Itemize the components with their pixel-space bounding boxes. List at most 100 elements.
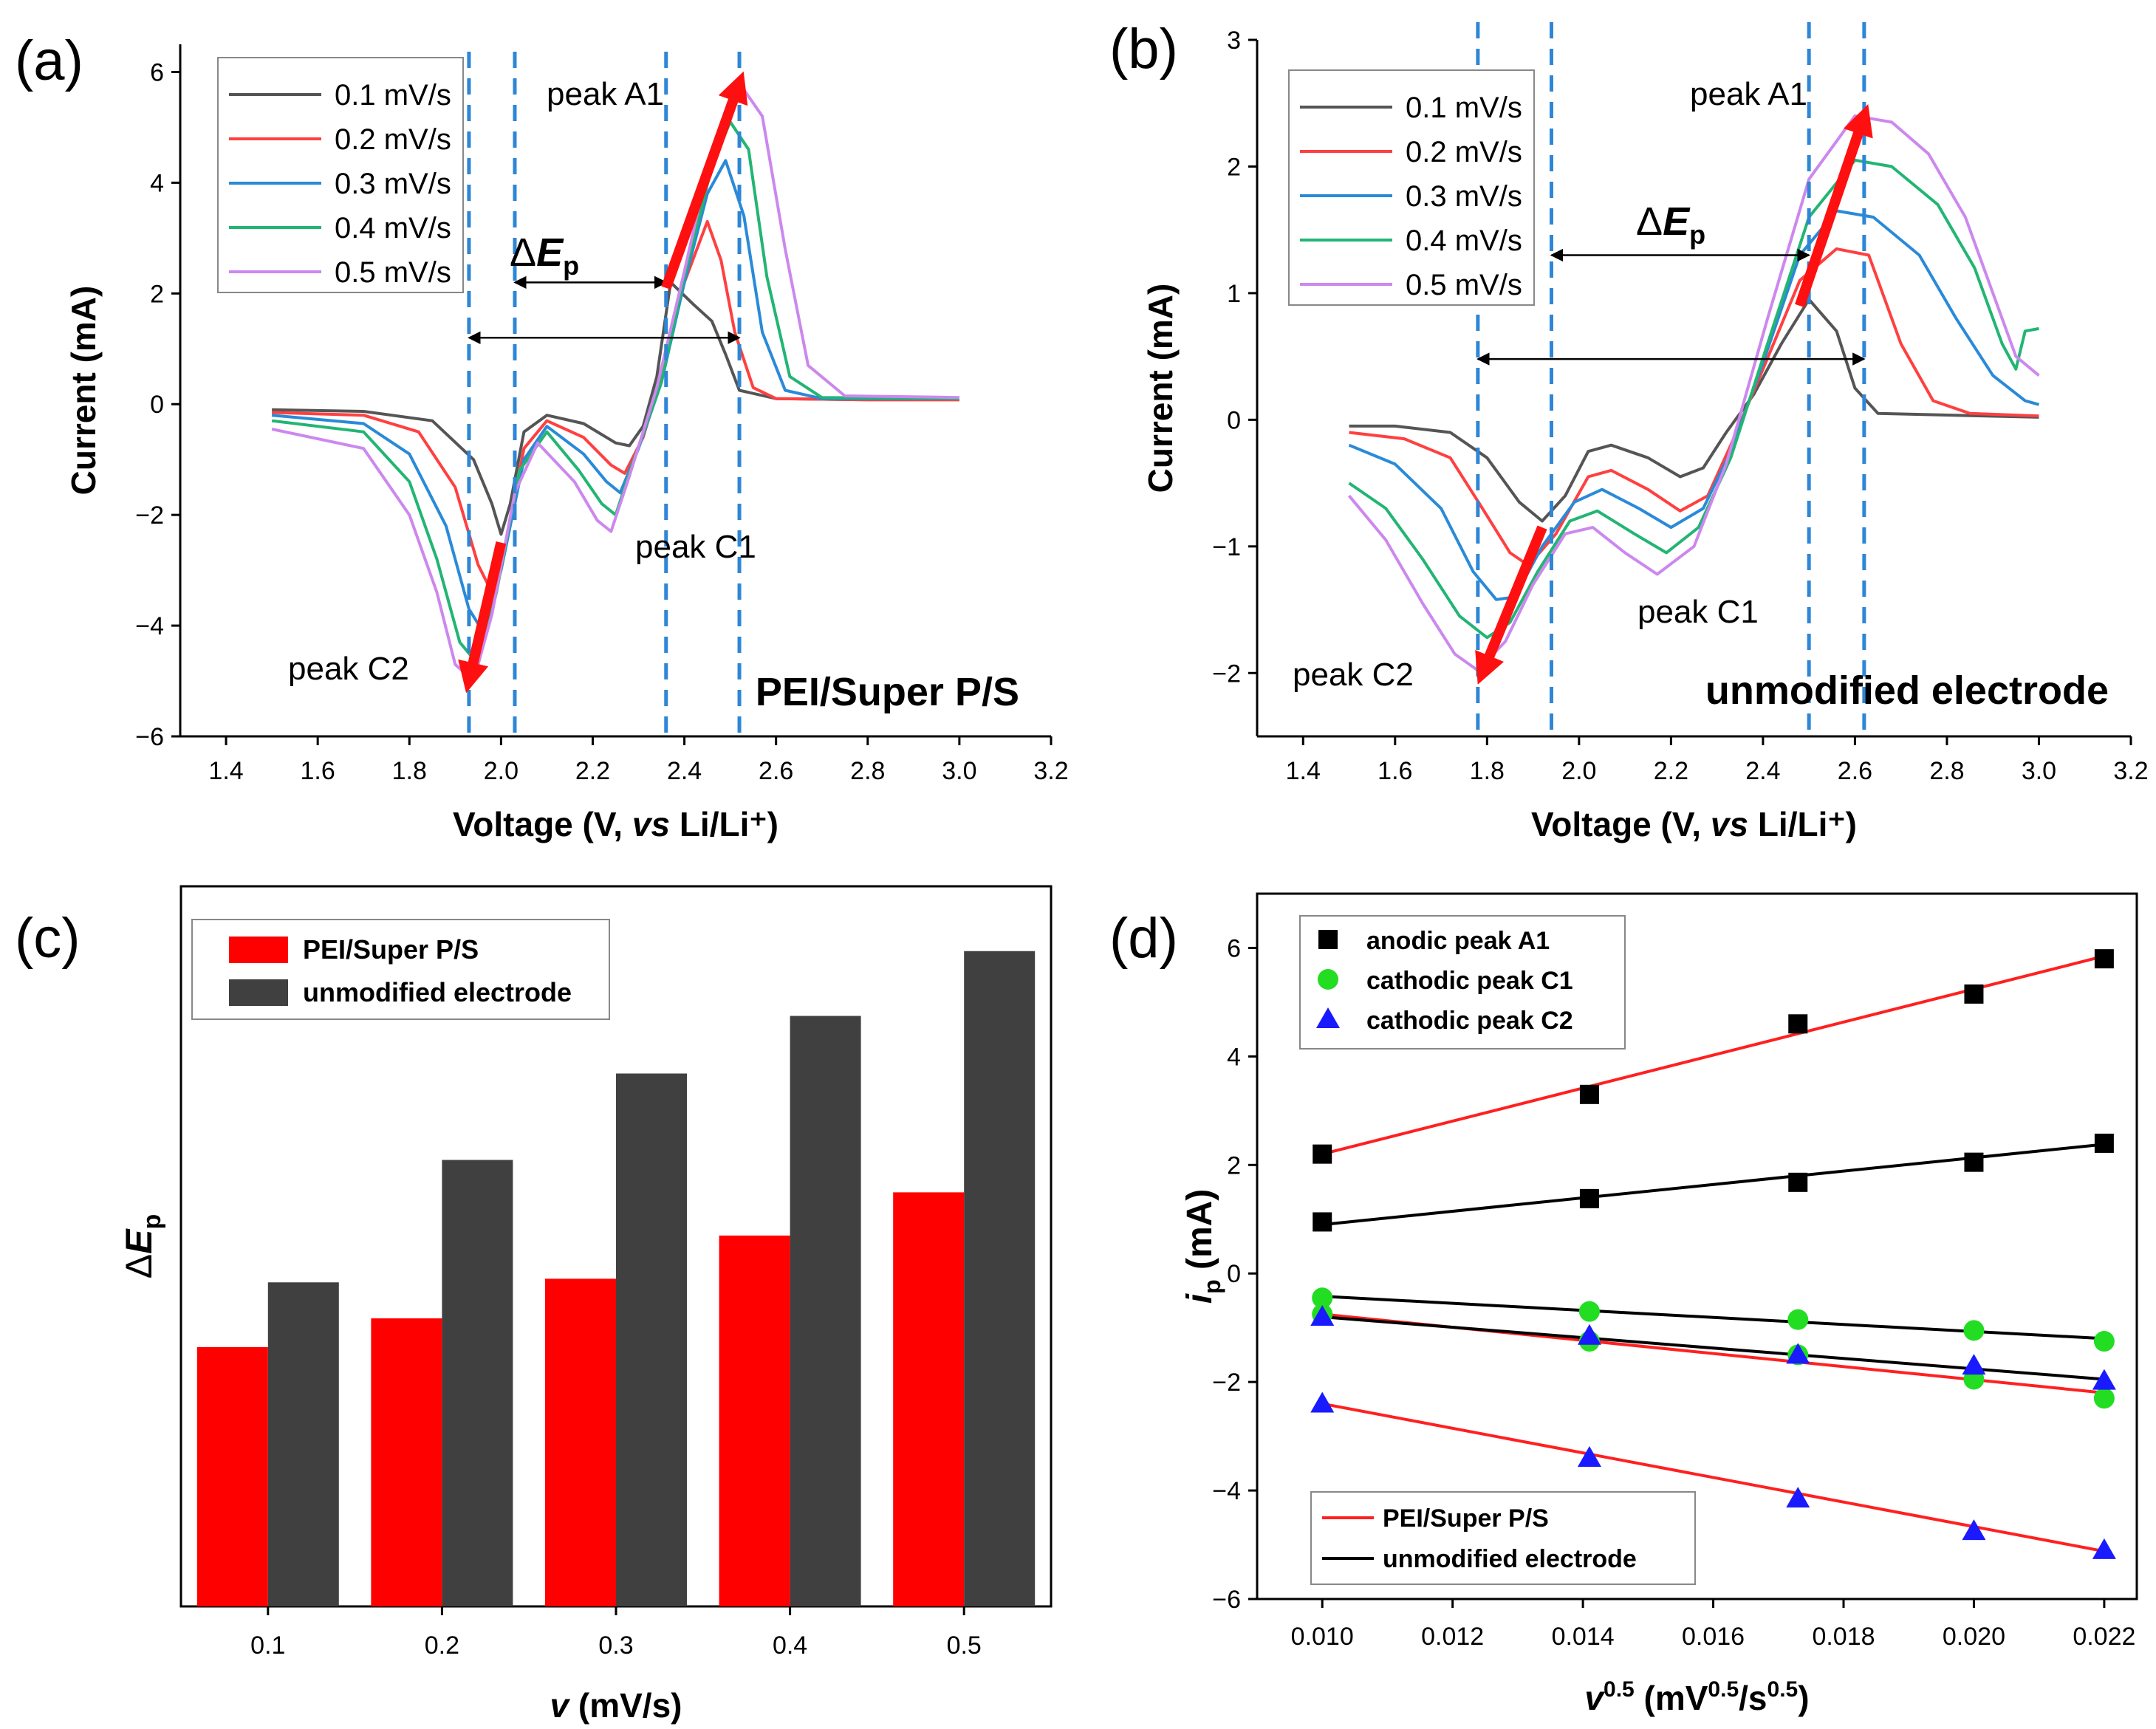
bar-unmodified (616, 1073, 687, 1606)
legend-swatch (229, 937, 288, 963)
x-axis-label: Voltage (V, vs Li/Li⁺) (453, 805, 778, 843)
y-tick-label: 3 (1227, 27, 1241, 55)
x-tick-label: 1.8 (1470, 757, 1505, 785)
delta-ep-label: ΔEp (510, 230, 579, 281)
peak-c1-label: peak C1 (1637, 594, 1759, 630)
y-tick-label: 6 (1227, 934, 1241, 962)
x-tick-label: 0.018 (1812, 1623, 1875, 1651)
x-tick-label: 2.6 (759, 757, 793, 785)
data-point-triangle (1962, 1519, 1986, 1541)
x-tick-label: 2.0 (1561, 757, 1596, 785)
bar-unmodified (964, 951, 1036, 1606)
data-point-square (1313, 1212, 1332, 1232)
x-tick-label: 0.012 (1421, 1623, 1484, 1651)
data-point-square (1788, 1014, 1808, 1034)
legend-marker (1318, 930, 1338, 949)
x-tick-label: 0.010 (1291, 1623, 1354, 1651)
x-tick-label: 1.8 (392, 757, 427, 785)
data-point-triangle (1786, 1343, 1810, 1364)
x-axis-label: Voltage (V, vs Li/Li⁺) (1531, 805, 1857, 843)
legend-label: 0.3 mV/s (1406, 180, 1522, 213)
y-axis-label: Current (mA) (1141, 284, 1180, 493)
legend-label: anodic peak A1 (1366, 927, 1550, 955)
y-axis-label: ΔEp (118, 1214, 166, 1279)
legend-label: cathodic peak C2 (1366, 1007, 1573, 1035)
electrode-caption: PEI/Super P/S (756, 670, 1019, 714)
x-tick-label: 0.020 (1943, 1623, 2005, 1651)
peak-a1-label: peak A1 (547, 76, 664, 112)
cv-curve-1 (272, 281, 959, 536)
cv-curve-2 (1349, 247, 2039, 567)
x-tick-label: 2.0 (484, 757, 519, 785)
cv-curve-2 (272, 219, 959, 595)
x-tick-label: 0.4 (773, 1632, 807, 1660)
legend-label: 0.1 mV/s (335, 79, 451, 112)
cv-curve-5 (271, 81, 959, 682)
legend-box (1299, 915, 1626, 1050)
x-tick-label: 0.3 (598, 1632, 633, 1660)
y-tick-label: 2 (1227, 1151, 1241, 1180)
legend-label: 0.3 mV/s (335, 168, 451, 200)
x-tick-label: 2.8 (850, 757, 885, 785)
panel-d-peak-current-fits: (d) 0.010 0.012 0.014 0.016 0.018 0.020 0.022 −6… (1109, 892, 2138, 1717)
x-tick-label: 0.014 (1552, 1623, 1615, 1651)
data-point-circle (2093, 1388, 2115, 1409)
data-point-circle (1963, 1320, 1985, 1341)
trend-red-arrow (458, 541, 507, 694)
data-point-square (1964, 1152, 1984, 1172)
y-tick-label: 4 (150, 169, 164, 197)
x-tick-label: 1.4 (1286, 757, 1321, 785)
linear-fit-line (1322, 1143, 2105, 1227)
data-point-square (1788, 1172, 1808, 1192)
data-point-circle (2093, 1331, 2115, 1352)
x-tick-label: 0.022 (2073, 1623, 2135, 1651)
legend-label: PEI/Super P/S (1383, 1504, 1549, 1533)
legend-label: unmodified electrode (303, 977, 572, 1007)
linear-fit-line (1322, 1315, 2105, 1381)
legend-label: 0.1 mV/s (1406, 92, 1522, 124)
x-tick-label: 0.2 (425, 1632, 459, 1660)
legend-label: unmodified electrode (1383, 1545, 1637, 1573)
bar-unmodified (442, 1160, 513, 1606)
panel-label: (d) (1109, 907, 1178, 970)
panel-b-cv-unmodified: (b) 1.4 1.6 1.8 2.0 2.2 2.4 2.6 2.8 3.0 3.2 −2 −1 0 1 2… (1109, 18, 2149, 843)
y-tick-label: 6 (150, 58, 164, 86)
y-tick-label: 0 (1227, 406, 1241, 434)
data-point-square (2094, 949, 2114, 969)
data-point-square (1579, 1084, 1599, 1104)
electrode-caption: unmodified electrode (1705, 668, 2109, 713)
data-point-square (1313, 1144, 1332, 1164)
cv-curve-4 (271, 120, 959, 666)
data-point-circle (1787, 1309, 1809, 1330)
data-point-circle (1578, 1301, 1600, 1322)
plot-frame (1256, 892, 2138, 1600)
linear-fit-line (1322, 1295, 2104, 1341)
cv-curve-4 (1348, 158, 2039, 640)
data-point-square (1579, 1188, 1599, 1208)
bar-pei (371, 1318, 442, 1606)
x-tick-label: 2.2 (1654, 757, 1688, 785)
legend-label: 0.5 mV/s (1406, 269, 1522, 301)
y-tick-label: −2 (1212, 1369, 1241, 1397)
x-tick-label: 3.2 (1033, 757, 1068, 785)
peak-c1-label: peak C1 (635, 529, 756, 565)
bar-pei (196, 1347, 268, 1606)
x-tick-label: 2.4 (667, 757, 702, 785)
x-tick-label: 3.0 (2022, 757, 2056, 785)
y-tick-label: 2 (150, 280, 164, 308)
y-axis-label: Current (mA) (64, 286, 103, 496)
data-point-triangle (1786, 1487, 1810, 1508)
data-point-circle (1312, 1287, 1333, 1309)
cv-curve-3 (271, 159, 959, 633)
bar-pei (719, 1235, 790, 1606)
data-point-triangle (1310, 1305, 1335, 1326)
panel-label: (c) (15, 907, 81, 970)
y-tick-label: 1 (1227, 280, 1241, 308)
legend-box (1310, 1491, 1696, 1585)
legend-label: 0.2 mV/s (1406, 136, 1522, 168)
trend-red-arrow (1475, 525, 1547, 685)
legend-label: cathodic peak C1 (1366, 967, 1573, 995)
data-point-triangle (2092, 1538, 2116, 1559)
bar-pei (893, 1192, 965, 1606)
